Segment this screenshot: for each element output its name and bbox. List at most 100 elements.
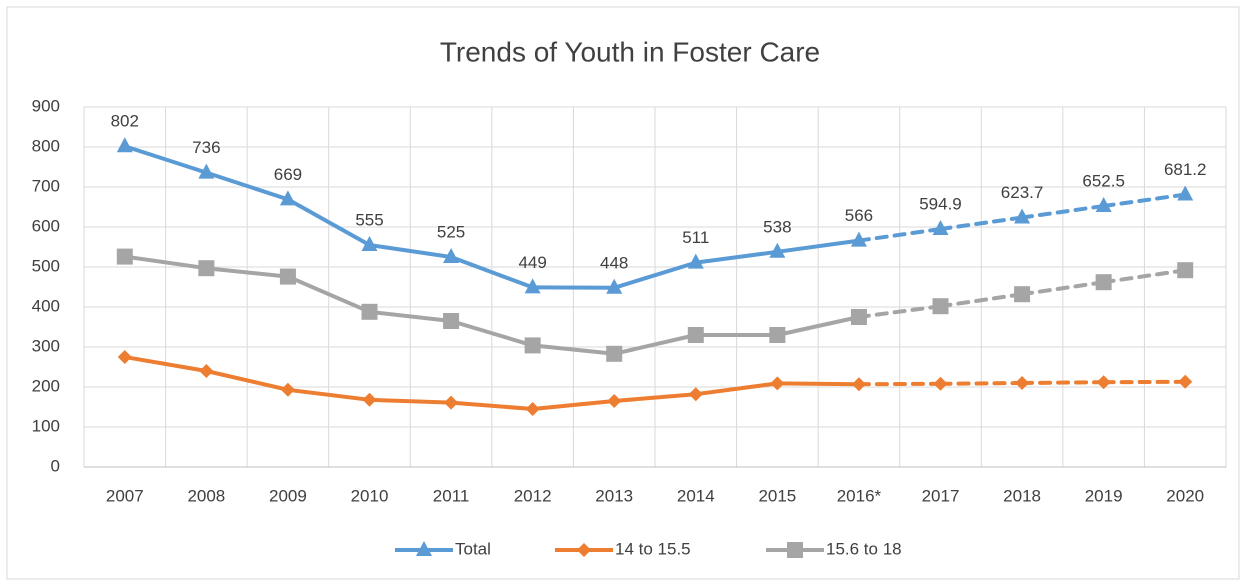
line-segment bbox=[693, 249, 780, 265]
data-label: 652.5 bbox=[1082, 171, 1125, 190]
line-segment bbox=[449, 319, 535, 348]
x-tick-label: 2008 bbox=[187, 486, 225, 505]
y-tick-label: 900 bbox=[32, 96, 60, 115]
data-label: 594.9 bbox=[919, 195, 962, 214]
data-label: 511 bbox=[682, 228, 709, 247]
marker bbox=[1095, 197, 1112, 212]
line-segment bbox=[612, 260, 698, 290]
line-segment bbox=[449, 400, 535, 411]
line-segment bbox=[530, 343, 617, 356]
marker bbox=[1177, 262, 1194, 279]
marker bbox=[443, 313, 460, 329]
marker bbox=[1015, 376, 1030, 390]
x-tick-label: 2014 bbox=[677, 486, 715, 505]
marker bbox=[117, 350, 132, 364]
line-segment bbox=[367, 243, 454, 259]
line-segment bbox=[1020, 204, 1106, 220]
marker bbox=[116, 248, 133, 265]
marker bbox=[688, 387, 703, 402]
marker bbox=[524, 337, 541, 354]
marker bbox=[606, 278, 623, 294]
data-label: 555 bbox=[355, 210, 383, 229]
y-tick-label: 200 bbox=[32, 376, 60, 395]
marker bbox=[199, 364, 214, 378]
marker bbox=[606, 345, 623, 362]
line-segment bbox=[775, 315, 861, 337]
marker bbox=[525, 402, 540, 416]
marker bbox=[850, 231, 867, 247]
line-segment bbox=[285, 387, 372, 402]
x-tick-label: 2016* bbox=[837, 486, 882, 505]
marker bbox=[444, 395, 459, 410]
marker bbox=[279, 268, 296, 285]
line-segment bbox=[693, 381, 780, 397]
line-segment bbox=[449, 255, 535, 290]
marker bbox=[1177, 185, 1194, 201]
x-tick-label: 2009 bbox=[269, 486, 307, 505]
line-segment bbox=[285, 197, 372, 247]
marker bbox=[198, 260, 215, 277]
line-segment bbox=[122, 355, 209, 373]
marker bbox=[769, 327, 786, 343]
x-tick-label: 2012 bbox=[514, 486, 552, 505]
marker bbox=[687, 253, 704, 269]
y-tick-label: 300 bbox=[32, 336, 60, 355]
legend-label: Total bbox=[455, 539, 491, 558]
marker bbox=[280, 382, 295, 397]
line-segment bbox=[367, 309, 454, 323]
data-label: 736 bbox=[192, 138, 220, 157]
legend-label: 14 to 15.5 bbox=[615, 539, 691, 558]
marker bbox=[850, 309, 867, 325]
series bbox=[116, 248, 1194, 362]
y-tick-label: 100 bbox=[32, 416, 60, 435]
line-segment bbox=[775, 238, 861, 254]
marker bbox=[198, 163, 215, 179]
data-label: 448 bbox=[600, 253, 628, 272]
marker bbox=[362, 392, 377, 407]
marker bbox=[932, 220, 949, 236]
x-tick-label: 2020 bbox=[1166, 486, 1204, 505]
line-segment bbox=[1020, 280, 1106, 297]
line-segment bbox=[612, 333, 698, 356]
marker bbox=[279, 190, 296, 206]
marker bbox=[787, 542, 803, 558]
line-segment bbox=[285, 274, 372, 314]
data-label: 681.2 bbox=[1164, 160, 1207, 179]
x-tick-label: 2013 bbox=[595, 486, 633, 505]
line-segment bbox=[938, 215, 1025, 232]
x-tick-label: 2017 bbox=[922, 486, 960, 505]
line-segment bbox=[122, 254, 209, 271]
line-segment bbox=[204, 266, 290, 279]
y-tick-label: 0 bbox=[51, 456, 60, 475]
series: 802 736 669 555 525 449 448 511 538 566 594.9 623.7… bbox=[111, 112, 1207, 294]
chart-title: Trends of Youth in Foster Care bbox=[440, 36, 820, 67]
line-segment bbox=[1101, 192, 1188, 208]
marker bbox=[416, 541, 432, 556]
y-tick-label: 700 bbox=[32, 176, 60, 195]
x-tick-label: 2015 bbox=[758, 486, 796, 505]
line-segment bbox=[1020, 380, 1106, 385]
line-segment bbox=[1101, 268, 1188, 285]
marker bbox=[1095, 274, 1112, 291]
line-segment bbox=[612, 392, 698, 403]
x-tick-label: 2010 bbox=[351, 486, 389, 505]
series bbox=[117, 350, 1193, 416]
line-segment bbox=[938, 292, 1025, 309]
data-label: 449 bbox=[518, 253, 546, 272]
marker bbox=[851, 377, 866, 392]
line-segment bbox=[367, 397, 454, 405]
data-label: 623.7 bbox=[1001, 183, 1044, 202]
x-tick-label: 2018 bbox=[1003, 486, 1041, 505]
marker bbox=[443, 248, 460, 263]
data-label: 802 bbox=[111, 112, 139, 131]
marker bbox=[524, 278, 541, 294]
marker bbox=[687, 327, 704, 343]
x-tick-label: 2007 bbox=[106, 486, 144, 505]
marker bbox=[932, 298, 949, 315]
data-label: 525 bbox=[437, 222, 465, 241]
marker bbox=[1014, 208, 1031, 224]
marker bbox=[116, 137, 133, 153]
marker bbox=[577, 543, 591, 557]
x-tick-label: 2019 bbox=[1085, 486, 1123, 505]
